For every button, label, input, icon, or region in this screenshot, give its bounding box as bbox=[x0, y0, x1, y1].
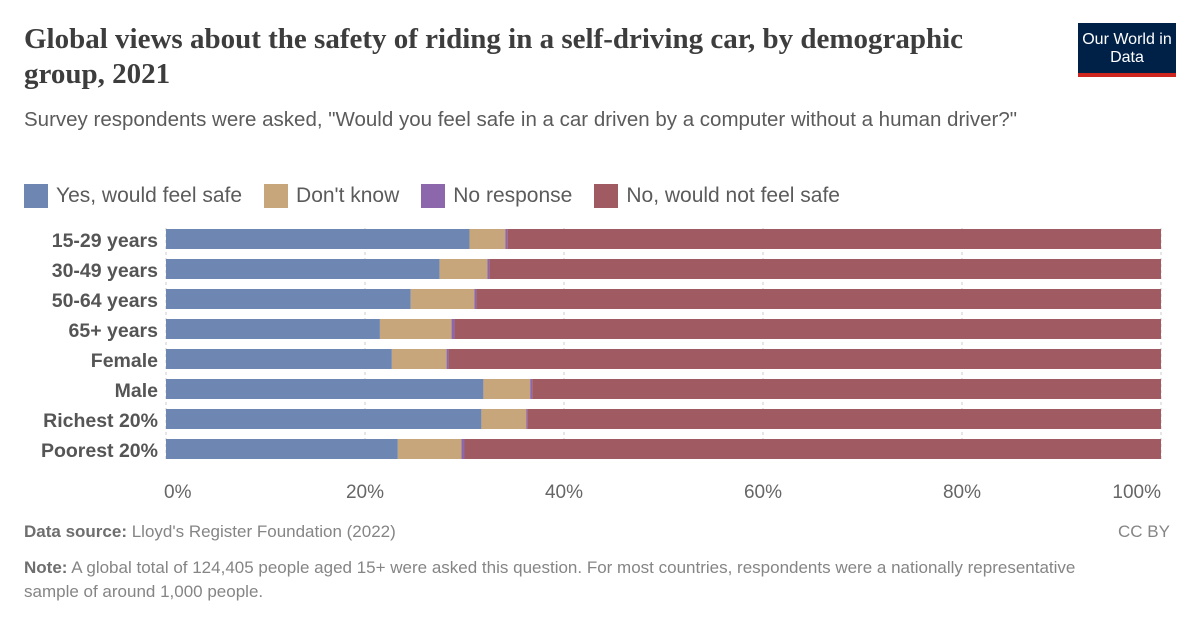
bar-segment[interactable] bbox=[166, 379, 484, 399]
legend-label: No, would not feel safe bbox=[626, 184, 840, 207]
bar-segment[interactable] bbox=[454, 319, 1161, 339]
bar-segment[interactable] bbox=[507, 229, 1161, 249]
bar-segment[interactable] bbox=[391, 349, 447, 369]
category-label: 50-64 years bbox=[52, 290, 158, 312]
source-label: Data source: bbox=[24, 522, 127, 541]
bar-segment[interactable] bbox=[166, 319, 380, 339]
bar-segment[interactable] bbox=[439, 259, 488, 279]
legend-label: Don't know bbox=[296, 184, 400, 207]
x-tick-label: 40% bbox=[545, 482, 583, 503]
note: Note: A global total of 124,405 people a… bbox=[24, 556, 1124, 604]
category-label: Male bbox=[115, 380, 159, 402]
legend-swatch bbox=[264, 184, 289, 208]
bar-segment[interactable] bbox=[469, 229, 506, 249]
license[interactable]: CC BY bbox=[1118, 522, 1170, 541]
legend-label: Yes, would feel safe bbox=[56, 184, 243, 207]
legend-swatch bbox=[421, 184, 446, 208]
bar-segment[interactable] bbox=[166, 409, 482, 429]
legend: Yes, would feel safe Don't know No respons… bbox=[24, 184, 862, 208]
legend-swatch bbox=[24, 184, 48, 208]
bar-segment[interactable] bbox=[166, 289, 411, 309]
bar-segment[interactable] bbox=[397, 439, 462, 459]
bar-segment[interactable] bbox=[487, 259, 490, 279]
bar-segment[interactable] bbox=[166, 229, 470, 249]
bar-segment[interactable] bbox=[474, 289, 477, 309]
x-tick-label: 0% bbox=[164, 482, 192, 503]
category-label: 30-49 years bbox=[52, 260, 158, 282]
bar-chart: 0% 20% 40% 60% 80% 100% 15-29 years 30-49 years… bbox=[41, 228, 1162, 503]
chart-subtitle: Survey respondents were asked, "Would yo… bbox=[24, 108, 1017, 131]
bar-segment[interactable] bbox=[483, 379, 531, 399]
logo-text: Our World in Data bbox=[1082, 31, 1172, 66]
bar-segment[interactable] bbox=[446, 349, 449, 369]
note-label: Note: bbox=[24, 558, 68, 577]
legend-item[interactable]: No response bbox=[421, 184, 572, 208]
bar-segment[interactable] bbox=[527, 409, 1161, 429]
chart-title: Global views about the safety of riding … bbox=[24, 23, 964, 90]
bar-segment[interactable] bbox=[532, 379, 1161, 399]
bar-segment[interactable] bbox=[476, 289, 1161, 309]
bar-segment[interactable] bbox=[461, 439, 465, 459]
bar-segment[interactable] bbox=[489, 259, 1161, 279]
note-text: A global total of 124,405 people aged 15… bbox=[24, 558, 1076, 601]
category-label: Richest 20% bbox=[43, 410, 158, 432]
legend-item[interactable]: Don't know bbox=[264, 184, 399, 208]
bar-segment[interactable] bbox=[166, 349, 392, 369]
source-text[interactable]: Lloyd's Register Foundation (2022) bbox=[131, 522, 396, 541]
category-label: Poorest 20% bbox=[41, 440, 158, 462]
category-label: 65+ years bbox=[69, 320, 159, 342]
legend-label: No response bbox=[453, 184, 573, 207]
legend-item[interactable]: Yes, would feel safe bbox=[24, 184, 242, 208]
bar-segment[interactable] bbox=[166, 259, 440, 279]
x-tick-label: 60% bbox=[744, 482, 782, 503]
legend-item[interactable]: No, would not feel safe bbox=[594, 184, 840, 208]
legend-swatch bbox=[594, 184, 619, 208]
owid-logo[interactable]: Our World in Data bbox=[1078, 23, 1176, 77]
data-source: Data source: Lloyd's Register Foundation… bbox=[24, 522, 396, 542]
bar-segment[interactable] bbox=[448, 349, 1162, 369]
x-tick-label: 100% bbox=[1112, 482, 1161, 503]
category-label: 15-29 years bbox=[52, 230, 158, 252]
category-label: Female bbox=[91, 350, 158, 372]
bar-segment[interactable] bbox=[451, 319, 455, 339]
bar-segment[interactable] bbox=[166, 439, 398, 459]
bar-segment[interactable] bbox=[481, 409, 527, 429]
bar-segment[interactable] bbox=[464, 439, 1162, 459]
x-tick-label: 20% bbox=[346, 482, 384, 503]
bar-segment[interactable] bbox=[410, 289, 475, 309]
x-tick-label: 80% bbox=[943, 482, 981, 503]
bar-segment[interactable] bbox=[505, 229, 508, 249]
bar-segment[interactable] bbox=[526, 409, 528, 429]
bar-segment[interactable] bbox=[379, 319, 452, 339]
bar-segment[interactable] bbox=[530, 379, 533, 399]
